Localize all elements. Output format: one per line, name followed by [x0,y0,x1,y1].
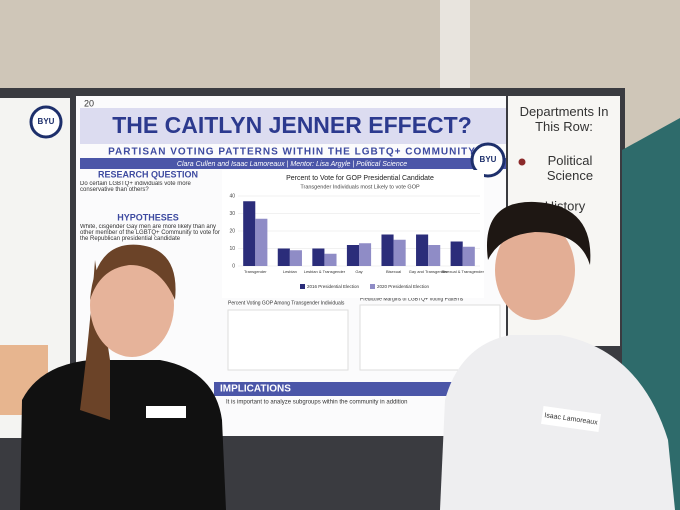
pillar [440,0,470,100]
person-left-face [90,253,174,357]
section-text: White, cisgender Gay men are more likely… [80,224,220,242]
chart-subtitle: Transgender Individuals most Likely to v… [300,184,420,190]
implications-band [214,382,504,396]
left-logo-text: BYU [38,117,55,126]
section-text: It is important to analyze subgroups wit… [226,400,407,406]
x-tick-label: Lesbian [283,269,297,274]
person-right-hair [486,201,591,265]
chart-title: Percent to Vote for GOP Presidential Can… [286,175,434,182]
lower-chart [227,309,349,371]
y-tick-label: 20 [229,228,235,234]
bar [359,243,372,266]
section-text: Do certain LGBTQ+ individuals vote more … [80,181,191,193]
poster-title: THE CAITLYN JENNER EFFECT? [112,112,472,138]
legend-label: 2020 Presidential Election [377,284,430,289]
person-left-body [20,360,226,510]
poster-number: 20 [84,98,94,108]
poster-logo [470,142,506,178]
y-tick-label: 30 [229,211,235,217]
section-heading: HYPOTHESES [117,212,179,222]
poster-subtitle: PARTISAN VOTING PATTERNS WITHIN THE LGBT… [108,147,476,158]
bar [381,234,394,266]
x-tick-label: Bisexual & Transgender [441,269,484,274]
section-text-box: Do certain LGBTQ+ individuals vote more … [80,181,191,193]
sign-item: Political Science [546,153,594,183]
person-right-face [495,220,575,320]
bar [255,218,268,266]
sign-title: Departments In This Row: [519,104,609,134]
x-tick-label: Bisexual [386,269,401,274]
section-heading: IMPLICATIONS [220,384,291,395]
bar [324,253,337,266]
name-tag [541,406,601,432]
left-logo [29,105,63,139]
x-tick-label: Lesbian & Transgender [304,269,346,274]
bar [289,250,302,266]
poster-logo-text: BYU [480,155,497,164]
section-heading: RESEARCH QUESTION [98,169,198,179]
x-tick-label: Gay and Transgender [409,269,448,274]
x-tick-label: Gay [355,269,362,274]
bar [428,245,441,266]
bar [416,234,429,266]
chart-title: Predictive Margins of LGBTQ+ Voting Patt… [360,296,464,302]
author-band [80,158,506,169]
person-left-hair [90,244,176,300]
person-left-hair [80,260,110,420]
y-tick-label: 40 [229,193,235,199]
bar [277,248,290,266]
name-tag [146,406,186,418]
title-band [80,108,506,144]
bar [462,246,475,266]
bar [450,241,463,266]
sign-title-box: Departments In This Row: [519,104,609,134]
bar [243,201,256,266]
x-tick-label: Transgender [244,269,267,274]
y-tick-label: 0 [232,263,235,269]
legend-swatch [370,284,375,289]
chart-title: Percent Voting GOP Among Transgender Ind… [228,300,345,306]
legend-swatch [300,284,305,289]
sign-item-box: Political Science [546,153,594,183]
bar [346,245,359,266]
legend-label: 2016 Presidential Election [307,284,360,289]
y-tick-label: 10 [229,246,235,252]
bar [312,248,325,266]
poster-authors: Clara Cullen and Isaac Lamoreaux | Mento… [177,161,407,168]
bar [393,239,406,266]
bullet [518,158,526,166]
section-text-box: White, cisgender Gay men are more likely… [80,224,220,242]
